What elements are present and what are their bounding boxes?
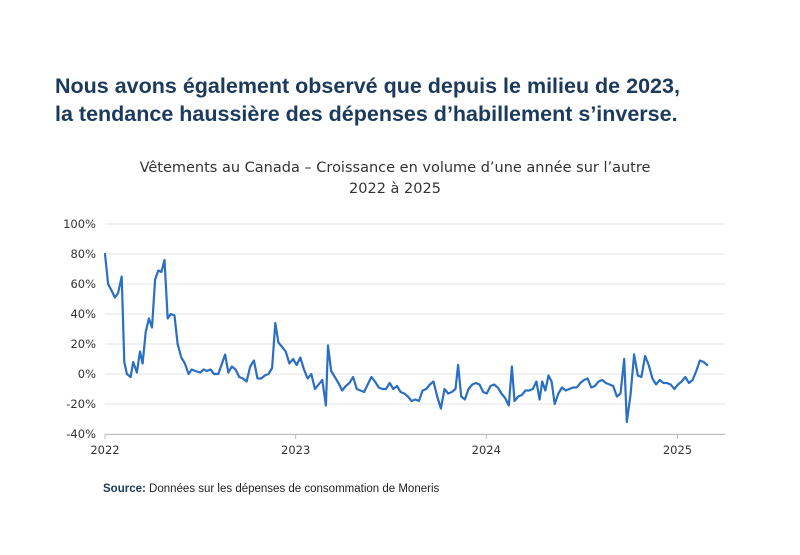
y-tick-label: 100% xyxy=(63,217,96,231)
source-text: Données sur les dépenses de consommation… xyxy=(149,483,440,495)
y-tick-label: 20% xyxy=(70,337,96,351)
source-note: Source: Données sur les dépenses de cons… xyxy=(103,483,439,495)
chart-title-block: Vêtements au Canada – Croissance en volu… xyxy=(100,158,690,200)
headline-line-1: Nous avons également observé que depuis … xyxy=(55,74,680,98)
headline-line-2: la tendance haussière des dépenses d’hab… xyxy=(55,102,678,126)
y-tick-label: 40% xyxy=(70,307,96,321)
y-tick-label: 80% xyxy=(70,247,96,261)
series-line xyxy=(103,252,709,424)
y-tick-label: 60% xyxy=(70,277,96,291)
x-tick-label: 2023 xyxy=(281,443,310,457)
x-tick-label: 2025 xyxy=(663,443,692,457)
y-tick-label: -40% xyxy=(66,427,96,441)
headline: Nous avons également observé que depuis … xyxy=(55,72,775,128)
source-label: Source: xyxy=(103,483,146,495)
x-tick-label: 2022 xyxy=(90,443,119,457)
y-tick-label: 0% xyxy=(78,367,96,381)
chart-subtitle: 2022 à 2025 xyxy=(349,181,441,197)
y-tick-label: -20% xyxy=(66,397,96,411)
x-tick-label: 2024 xyxy=(472,443,501,457)
chart-title: Vêtements au Canada – Croissance en volu… xyxy=(139,160,651,176)
